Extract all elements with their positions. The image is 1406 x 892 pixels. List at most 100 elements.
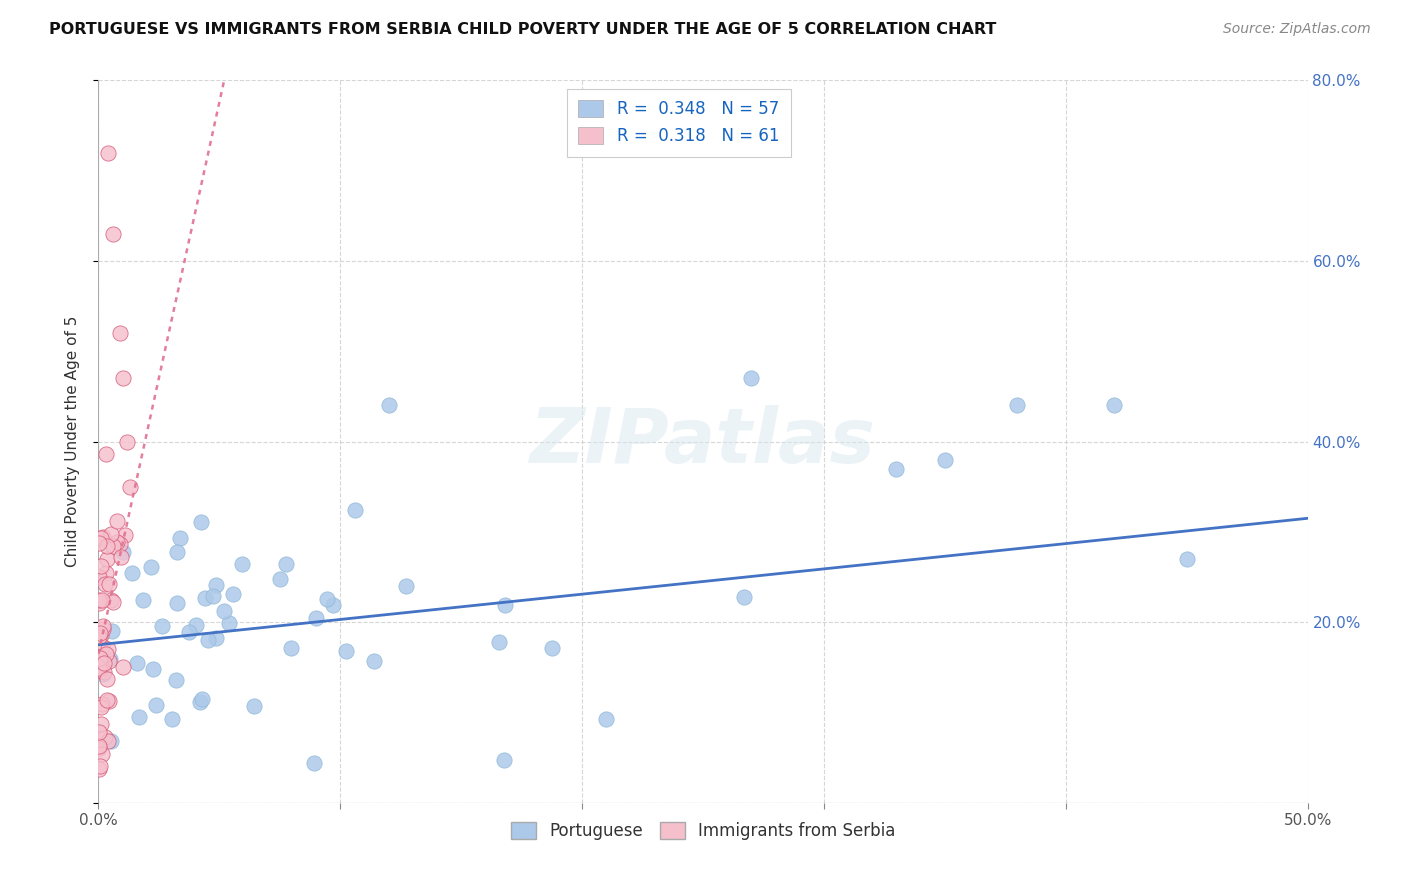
Point bbox=[145, 698, 167, 712]
Point bbox=[94, 566, 117, 580]
Point bbox=[274, 557, 297, 571]
Point bbox=[114, 528, 136, 542]
Point bbox=[97, 733, 120, 747]
Point bbox=[90, 559, 112, 574]
Point bbox=[335, 644, 357, 658]
Point bbox=[343, 502, 366, 516]
Point bbox=[363, 654, 385, 668]
Point bbox=[98, 654, 121, 668]
Point bbox=[93, 657, 115, 671]
Point bbox=[269, 572, 291, 586]
Point bbox=[97, 642, 120, 657]
Point bbox=[101, 624, 124, 638]
Point bbox=[733, 591, 755, 605]
Point bbox=[90, 717, 112, 731]
Point bbox=[886, 461, 908, 475]
Point bbox=[595, 712, 617, 726]
Point bbox=[111, 545, 134, 559]
Point bbox=[316, 591, 339, 606]
Point bbox=[87, 593, 110, 607]
Point bbox=[96, 673, 118, 687]
Point bbox=[166, 596, 188, 610]
Point bbox=[197, 633, 219, 648]
Text: PORTUGUESE VS IMMIGRANTS FROM SERBIA CHILD POVERTY UNDER THE AGE OF 5 CORRELATIO: PORTUGUESE VS IMMIGRANTS FROM SERBIA CHI… bbox=[49, 22, 997, 37]
Point bbox=[87, 661, 110, 675]
Point bbox=[89, 630, 111, 644]
Point bbox=[132, 593, 155, 607]
Point bbox=[302, 756, 325, 770]
Point bbox=[90, 697, 112, 711]
Point bbox=[169, 531, 191, 545]
Point bbox=[91, 530, 114, 544]
Point bbox=[96, 647, 118, 661]
Point bbox=[201, 589, 224, 603]
Point bbox=[89, 758, 111, 772]
Point bbox=[1175, 552, 1198, 566]
Point bbox=[87, 569, 110, 583]
Point bbox=[494, 598, 516, 612]
Point bbox=[87, 762, 110, 776]
Point bbox=[97, 145, 120, 160]
Point bbox=[103, 539, 125, 553]
Point bbox=[242, 699, 264, 714]
Point bbox=[184, 617, 207, 632]
Point bbox=[90, 747, 112, 761]
Point bbox=[87, 741, 110, 756]
Point bbox=[141, 560, 163, 574]
Point bbox=[98, 577, 121, 591]
Point bbox=[165, 673, 187, 687]
Point bbox=[89, 724, 111, 739]
Point bbox=[87, 536, 110, 550]
Point bbox=[1102, 398, 1125, 412]
Point bbox=[222, 587, 245, 601]
Point bbox=[142, 662, 165, 676]
Point bbox=[488, 635, 510, 649]
Point bbox=[96, 693, 118, 707]
Point bbox=[177, 624, 200, 639]
Point bbox=[89, 650, 111, 665]
Point bbox=[111, 371, 134, 385]
Point bbox=[90, 639, 112, 653]
Point bbox=[188, 695, 211, 709]
Point bbox=[94, 730, 117, 744]
Point bbox=[91, 622, 114, 636]
Point bbox=[194, 591, 217, 605]
Y-axis label: Child Poverty Under the Age of 5: Child Poverty Under the Age of 5 bbox=[65, 316, 80, 567]
Point bbox=[105, 514, 128, 528]
Point bbox=[377, 398, 399, 412]
Point bbox=[96, 540, 118, 554]
Point bbox=[117, 434, 139, 449]
Point bbox=[87, 626, 110, 640]
Point bbox=[89, 625, 111, 640]
Point bbox=[100, 734, 122, 748]
Point bbox=[90, 659, 112, 673]
Point bbox=[934, 452, 956, 467]
Point bbox=[540, 640, 562, 655]
Point bbox=[110, 549, 132, 564]
Point bbox=[212, 604, 235, 618]
Point bbox=[89, 650, 111, 665]
Point bbox=[204, 632, 226, 646]
Point bbox=[108, 326, 131, 340]
Point bbox=[128, 709, 150, 723]
Point bbox=[191, 691, 214, 706]
Point bbox=[87, 739, 110, 753]
Point bbox=[100, 593, 122, 607]
Point bbox=[91, 618, 114, 632]
Point bbox=[494, 754, 516, 768]
Point bbox=[101, 594, 124, 608]
Point bbox=[121, 566, 143, 581]
Point bbox=[90, 593, 112, 607]
Point bbox=[160, 712, 183, 726]
Point bbox=[100, 526, 122, 541]
Point bbox=[218, 615, 240, 630]
Point bbox=[127, 656, 149, 670]
Point bbox=[166, 545, 188, 559]
Point bbox=[98, 651, 121, 665]
Point bbox=[87, 596, 110, 610]
Point bbox=[105, 535, 128, 549]
Point bbox=[90, 531, 112, 545]
Legend: Portuguese, Immigrants from Serbia: Portuguese, Immigrants from Serbia bbox=[502, 814, 904, 848]
Point bbox=[94, 577, 117, 591]
Point bbox=[93, 665, 115, 679]
